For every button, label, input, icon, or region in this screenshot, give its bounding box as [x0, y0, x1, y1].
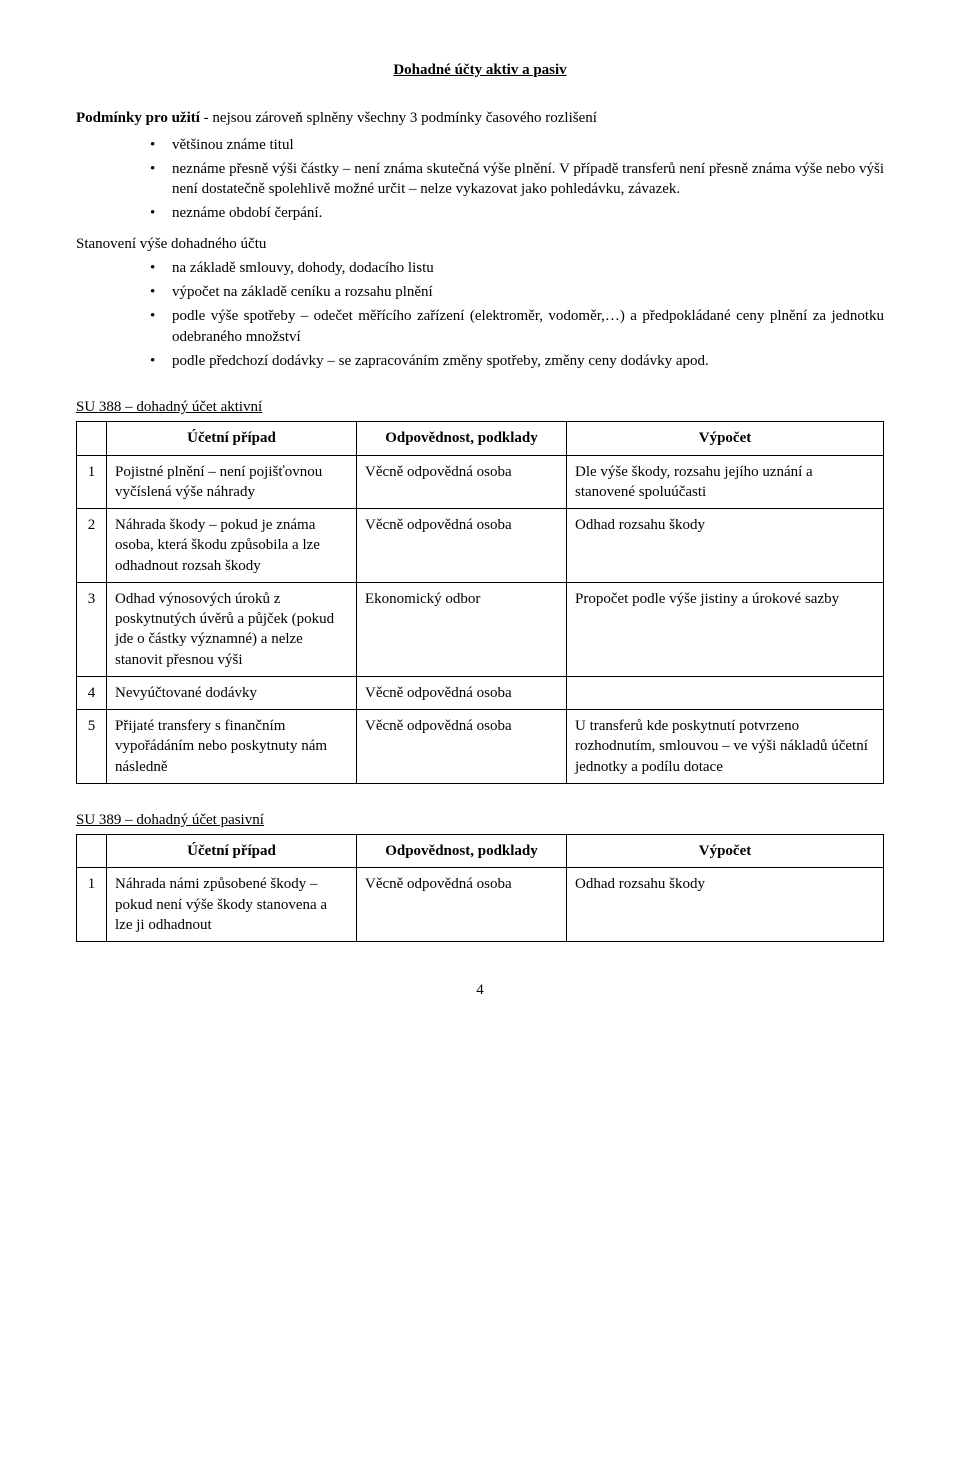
- row-calc: Odhad rozsahu škody: [567, 509, 884, 583]
- table-header-resp: Odpovědnost, podklady: [357, 422, 567, 455]
- row-resp: Věcně odpovědná osoba: [357, 455, 567, 509]
- row-num: 4: [77, 676, 107, 709]
- intro-rest: - nejsou zároveň splněny všechny 3 podmí…: [200, 110, 597, 126]
- row-resp: Věcně odpovědná osoba: [357, 676, 567, 709]
- row-calc: Propočet podle výše jistiny a úrokové sa…: [567, 582, 884, 676]
- table-row: 1 Náhrada námi způsobené škody – pokud n…: [77, 868, 884, 942]
- subheading-stanoveni: Stanovení výše dohadného účtu: [76, 234, 884, 254]
- table-row: 5 Přijaté transfery s finančním vypořádá…: [77, 710, 884, 784]
- row-resp: Ekonomický odbor: [357, 582, 567, 676]
- table-header-calc: Výpočet: [567, 422, 884, 455]
- table-header-blank: [77, 422, 107, 455]
- row-num: 1: [77, 868, 107, 942]
- table-header-calc: Výpočet: [567, 835, 884, 868]
- table-header-blank: [77, 835, 107, 868]
- row-case: Pojistné plnění – není pojišťovnou vyčís…: [107, 455, 357, 509]
- row-calc: U transferů kde poskytnutí potvrzeno roz…: [567, 710, 884, 784]
- bullet-list-conditions: většinou známe titul neznáme přesně výši…: [76, 135, 884, 224]
- table-header-case: Účetní případ: [107, 835, 357, 868]
- table2-title: SU 389 – dohadný účet pasivní: [76, 810, 884, 830]
- list-item: většinou známe titul: [76, 135, 884, 155]
- intro-label: Podmínky pro užití: [76, 110, 200, 126]
- list-item: na základě smlouvy, dohody, dodacího lis…: [76, 258, 884, 278]
- table-header-resp: Odpovědnost, podklady: [357, 835, 567, 868]
- row-num: 5: [77, 710, 107, 784]
- table-su389: Účetní případ Odpovědnost, podklady Výpo…: [76, 834, 884, 942]
- table-row: 2 Náhrada škody – pokud je známa osoba, …: [77, 509, 884, 583]
- page-title: Dohadné účty aktiv a pasiv: [76, 60, 884, 80]
- table-row: 3 Odhad výnosových úroků z poskytnutých …: [77, 582, 884, 676]
- list-item: neznáme přesně výši částky – není známa …: [76, 159, 884, 200]
- row-calc: Odhad rozsahu škody: [567, 868, 884, 942]
- table-su388: Účetní případ Odpovědnost, podklady Výpo…: [76, 421, 884, 784]
- row-case: Náhrada námi způsobené škody – pokud nen…: [107, 868, 357, 942]
- intro-paragraph: Podmínky pro užití - nejsou zároveň spln…: [76, 108, 884, 128]
- row-case: Náhrada škody – pokud je známa osoba, kt…: [107, 509, 357, 583]
- list-item: podle výše spotřeby – odečet měřícího za…: [76, 306, 884, 347]
- list-item: neznáme období čerpání.: [76, 203, 884, 223]
- row-case: Přijaté transfery s finančním vypořádání…: [107, 710, 357, 784]
- row-num: 2: [77, 509, 107, 583]
- row-case: Odhad výnosových úroků z poskytnutých úv…: [107, 582, 357, 676]
- row-resp: Věcně odpovědná osoba: [357, 710, 567, 784]
- table-row: 4 Nevyúčtované dodávky Věcně odpovědná o…: [77, 676, 884, 709]
- row-calc: [567, 676, 884, 709]
- table-header-case: Účetní případ: [107, 422, 357, 455]
- row-resp: Věcně odpovědná osoba: [357, 868, 567, 942]
- list-item: výpočet na základě ceníku a rozsahu plně…: [76, 282, 884, 302]
- table-header-row: Účetní případ Odpovědnost, podklady Výpo…: [77, 422, 884, 455]
- bullet-list-stanoveni: na základě smlouvy, dohody, dodacího lis…: [76, 258, 884, 371]
- row-num: 1: [77, 455, 107, 509]
- row-calc: Dle výše škody, rozsahu jejího uznání a …: [567, 455, 884, 509]
- list-item: podle předchozí dodávky – se zapracování…: [76, 351, 884, 371]
- table-header-row: Účetní případ Odpovědnost, podklady Výpo…: [77, 835, 884, 868]
- row-num: 3: [77, 582, 107, 676]
- table1-title: SU 388 – dohadný účet aktivní: [76, 397, 884, 417]
- table-row: 1 Pojistné plnění – není pojišťovnou vyč…: [77, 455, 884, 509]
- row-resp: Věcně odpovědná osoba: [357, 509, 567, 583]
- page-number: 4: [76, 980, 884, 1000]
- row-case: Nevyúčtované dodávky: [107, 676, 357, 709]
